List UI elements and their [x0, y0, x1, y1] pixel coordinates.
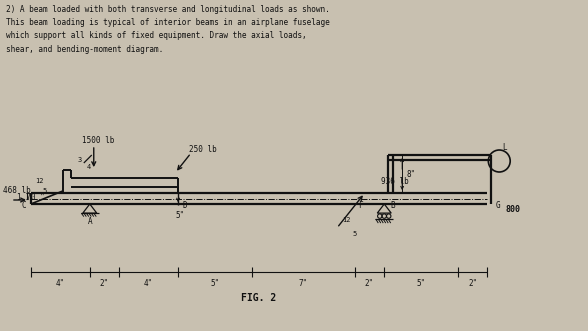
Text: 5": 5": [211, 278, 219, 288]
Text: 4": 4": [56, 278, 65, 288]
Text: 1500 lb: 1500 lb: [82, 135, 114, 145]
Text: D: D: [182, 201, 187, 210]
Text: 4: 4: [86, 164, 91, 170]
Text: 5: 5: [353, 231, 357, 237]
Text: 2": 2": [468, 278, 477, 288]
Text: 12: 12: [35, 178, 44, 184]
Text: 7": 7": [299, 278, 308, 288]
Text: A: A: [88, 216, 92, 225]
Text: B: B: [390, 201, 395, 210]
Text: 12: 12: [342, 217, 350, 223]
Text: F: F: [358, 201, 362, 210]
Text: 2": 2": [365, 278, 374, 288]
Text: 4": 4": [144, 278, 153, 288]
Text: 5: 5: [43, 188, 47, 194]
Text: L: L: [502, 143, 506, 152]
Text: 468 lb: 468 lb: [3, 185, 31, 195]
Text: 2": 2": [100, 278, 109, 288]
Text: 800: 800: [505, 205, 520, 213]
Text: 8": 8": [406, 169, 416, 178]
Text: 1.70 ": 1.70 ": [17, 193, 45, 202]
Text: 5": 5": [175, 211, 185, 219]
Text: 5": 5": [416, 278, 426, 288]
Text: 3: 3: [78, 157, 82, 163]
Text: G: G: [495, 201, 500, 210]
Text: FIG. 2: FIG. 2: [242, 293, 277, 303]
Text: 250 lb: 250 lb: [189, 145, 217, 154]
Text: 2) A beam loaded with both transverse and longitudinal loads as shown.
This beam: 2) A beam loaded with both transverse an…: [6, 5, 330, 54]
Text: 936 lb: 936 lb: [380, 176, 409, 185]
Text: C: C: [21, 201, 26, 210]
